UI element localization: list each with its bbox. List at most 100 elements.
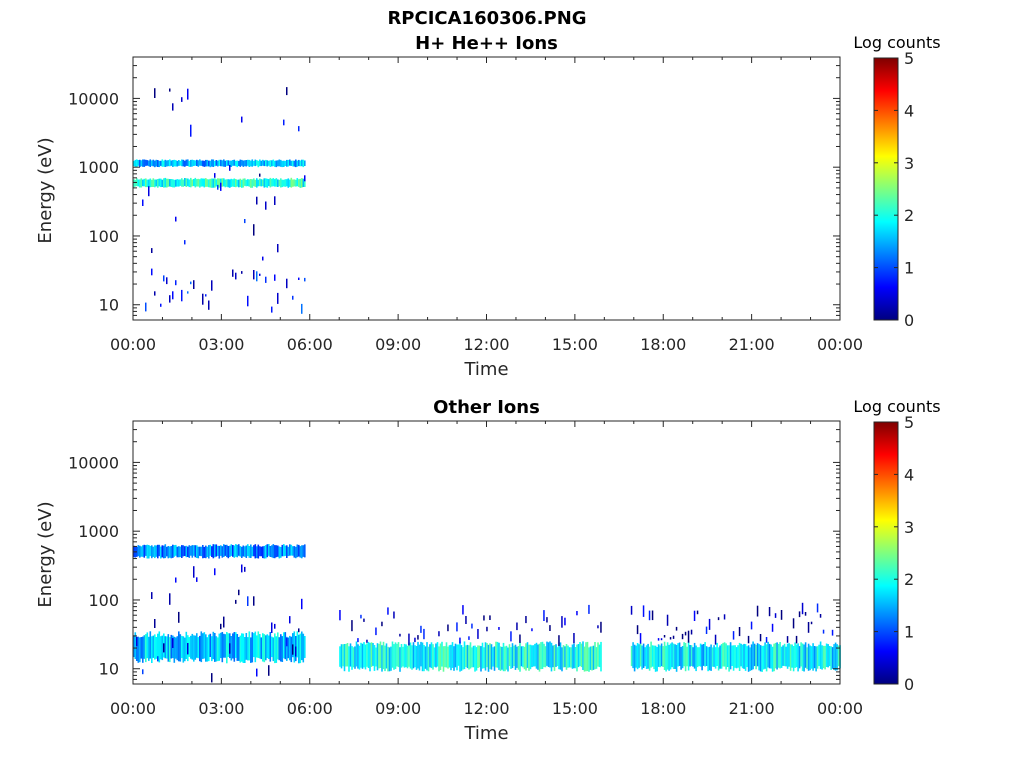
cell <box>235 632 237 658</box>
cell <box>293 179 296 187</box>
data-region <box>133 177 306 188</box>
cell <box>163 545 165 559</box>
cell <box>537 644 539 670</box>
cell <box>474 645 476 672</box>
cell <box>550 642 553 672</box>
cell <box>582 641 584 670</box>
cell <box>465 616 467 624</box>
cell <box>268 635 270 659</box>
y-tick-label: 10 <box>99 660 119 679</box>
cell <box>466 644 469 669</box>
cell <box>290 544 293 556</box>
cell <box>142 636 144 663</box>
cell <box>196 577 198 582</box>
cell <box>376 643 379 671</box>
cell <box>148 179 150 188</box>
cell <box>145 302 147 312</box>
cell <box>668 644 670 671</box>
cell <box>549 641 551 668</box>
cell <box>185 159 188 166</box>
cell <box>157 179 159 188</box>
cell <box>278 637 281 661</box>
cell <box>302 545 305 557</box>
cell <box>254 159 257 167</box>
cell <box>520 646 523 667</box>
cell <box>184 240 186 245</box>
cell <box>254 179 257 187</box>
cell <box>211 546 213 557</box>
cell <box>483 647 485 669</box>
cell <box>283 632 285 659</box>
cell <box>245 545 248 558</box>
cell <box>220 182 222 191</box>
cell <box>214 544 216 558</box>
cell <box>411 645 413 670</box>
cell <box>278 179 281 187</box>
cell <box>770 644 772 669</box>
cell <box>463 641 466 670</box>
cell <box>140 546 143 557</box>
cell <box>179 634 182 662</box>
cell <box>553 645 556 671</box>
cell <box>298 544 300 557</box>
cell <box>441 641 443 667</box>
cell <box>762 645 765 670</box>
cell <box>426 642 428 671</box>
cell <box>251 159 254 167</box>
cell <box>190 177 192 188</box>
cell <box>740 643 742 667</box>
cell <box>236 179 239 187</box>
cell <box>179 546 182 558</box>
cell <box>160 303 162 307</box>
cell <box>576 644 578 672</box>
cell <box>206 637 209 662</box>
cell <box>242 178 245 188</box>
cell <box>556 647 559 667</box>
cell <box>499 646 502 671</box>
cell <box>723 642 726 667</box>
cell <box>160 546 162 559</box>
cell <box>235 179 237 188</box>
cell <box>391 641 394 668</box>
cell <box>274 179 276 187</box>
cell <box>711 647 714 667</box>
cell <box>283 119 285 126</box>
cell <box>224 634 227 658</box>
cell <box>223 159 225 167</box>
cell <box>806 647 808 670</box>
cell <box>230 544 233 556</box>
cell <box>190 281 192 285</box>
cell <box>206 179 209 187</box>
cell <box>220 623 222 630</box>
cell <box>734 645 736 668</box>
cell <box>364 644 367 670</box>
cell <box>283 179 285 187</box>
cell <box>290 636 293 663</box>
panel-2: Other Ions 00:00 03:00 06:00 09:00 12:00 15:00… <box>35 397 941 744</box>
data-region <box>142 87 306 261</box>
cell <box>245 633 248 660</box>
x-tick-label: 21:00 <box>729 335 775 354</box>
cell <box>299 546 302 558</box>
cell <box>690 629 693 635</box>
cell <box>761 645 763 672</box>
cell <box>172 291 174 300</box>
y-axis-label: Energy (eV) <box>35 137 56 243</box>
cell <box>197 546 200 559</box>
cell <box>244 219 246 224</box>
cell <box>720 644 723 669</box>
cell <box>262 633 264 662</box>
cell <box>498 642 500 670</box>
cell <box>277 244 279 253</box>
cell <box>290 160 293 166</box>
cell <box>166 636 168 659</box>
y-tick-label: 10000 <box>68 89 119 108</box>
cell <box>833 644 835 670</box>
cell <box>591 646 593 671</box>
cell <box>248 179 251 187</box>
cell <box>215 160 218 166</box>
cell <box>194 177 197 188</box>
cell <box>776 642 778 670</box>
cell <box>211 280 213 291</box>
cell <box>167 178 170 187</box>
